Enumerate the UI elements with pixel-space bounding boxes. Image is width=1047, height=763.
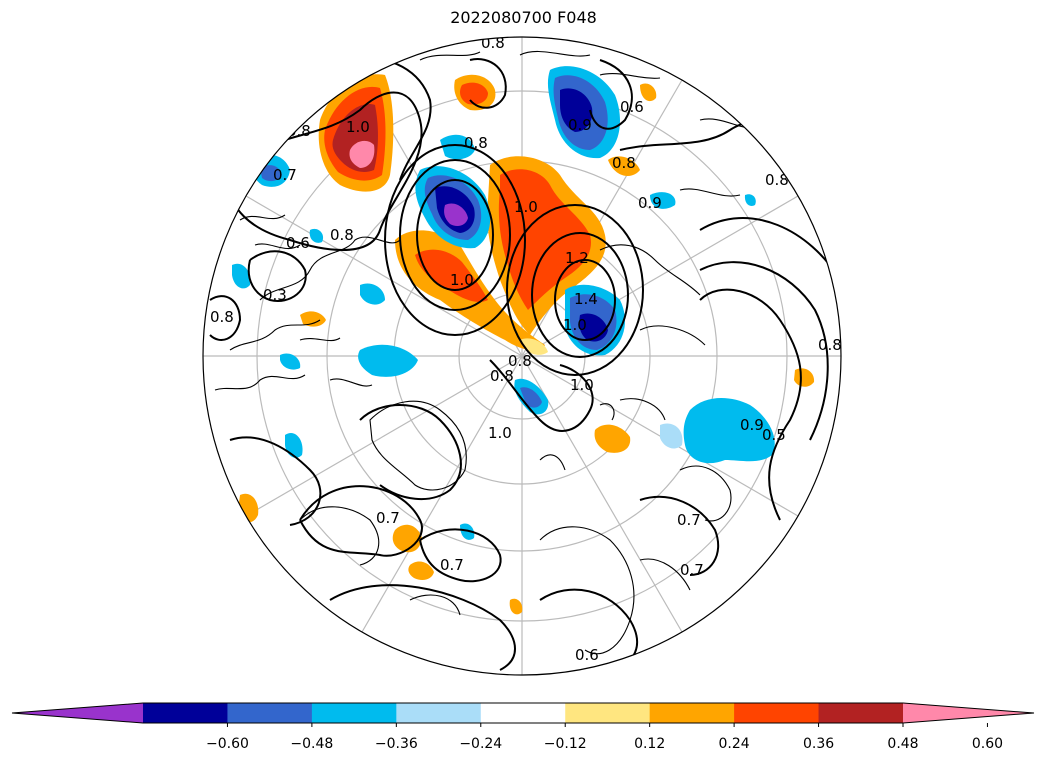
colorbar-segment — [818, 703, 904, 723]
svg-text:0.5: 0.5 — [762, 426, 786, 444]
colorbar-segment — [143, 703, 228, 723]
svg-text:1.0: 1.0 — [488, 424, 512, 442]
colorbar-extend-low — [12, 703, 143, 723]
colorbar-segment — [565, 703, 651, 723]
colorbar-segment — [227, 703, 313, 723]
colorbar-tick-label: 0.60 — [971, 736, 1004, 752]
colorbar-segment — [734, 703, 820, 723]
svg-text:0.8: 0.8 — [210, 308, 234, 326]
map-title: 2022080700 F048 — [450, 8, 597, 27]
svg-text:0.7: 0.7 — [376, 509, 400, 527]
coastlines — [214, 50, 756, 655]
svg-text:0.9: 0.9 — [568, 116, 592, 134]
colorbar-tick-label: −0.60 — [205, 736, 249, 752]
colorbar-extend-high — [903, 703, 1034, 723]
svg-text:1.0: 1.0 — [563, 316, 587, 334]
svg-text:0.8: 0.8 — [765, 171, 789, 189]
colorbar-segment — [396, 703, 482, 723]
colorbar-tick-label: −0.12 — [543, 736, 587, 752]
contour-lines — [209, 58, 841, 671]
svg-text:0.8: 0.8 — [508, 352, 532, 370]
svg-text:0.7: 0.7 — [677, 511, 701, 529]
colorbar-tick-label: −0.48 — [290, 736, 334, 752]
svg-text:0.6: 0.6 — [286, 234, 310, 252]
svg-text:1.4: 1.4 — [574, 290, 598, 308]
colorbar-segment — [480, 703, 566, 723]
svg-text:0.7: 0.7 — [680, 561, 704, 579]
colorbar-segment — [649, 703, 735, 723]
colorbar-tick-label: −0.24 — [459, 736, 503, 752]
positive-anomaly-shading — [238, 74, 815, 615]
svg-text:0.8: 0.8 — [490, 367, 514, 385]
svg-text:0.8: 0.8 — [612, 154, 636, 172]
svg-text:0.3: 0.3 — [263, 286, 287, 304]
colorbar-tick-label: 0.48 — [887, 736, 919, 752]
svg-text:0.8: 0.8 — [464, 134, 488, 152]
svg-text:0.8: 0.8 — [481, 34, 505, 52]
svg-text:0.6: 0.6 — [575, 646, 599, 664]
svg-text:1.0: 1.0 — [346, 118, 370, 136]
svg-text:0.8: 0.8 — [330, 226, 354, 244]
svg-text:1.0: 1.0 — [514, 198, 538, 216]
svg-text:0.6: 0.6 — [620, 98, 644, 116]
svg-text:1.2: 1.2 — [565, 249, 589, 267]
svg-text:0.9: 0.9 — [740, 416, 764, 434]
svg-text:1.0: 1.0 — [450, 271, 474, 289]
colorbar-tick-label: 0.24 — [718, 736, 750, 752]
colorbar-tick-label: −0.36 — [374, 736, 418, 752]
colorbar-segment — [311, 703, 397, 723]
svg-text:0.7: 0.7 — [273, 166, 297, 184]
svg-text:0.8: 0.8 — [818, 336, 842, 354]
svg-text:1.0: 1.0 — [570, 376, 594, 394]
colorbar-outline — [11, 702, 1035, 724]
colorbar-tick-label: 0.36 — [802, 736, 835, 752]
contour-labels: 0.8 0.8 0.8 0.8 0.8 0.8 0.8 0.8 0.6 0.6 … — [210, 34, 842, 664]
negative-anomaly-shading — [232, 66, 775, 540]
svg-text:0.9: 0.9 — [638, 194, 662, 212]
colorbar-tick-label: 0.12 — [634, 736, 666, 752]
svg-text:0.7: 0.7 — [440, 556, 464, 574]
map-boundary — [202, 36, 842, 676]
